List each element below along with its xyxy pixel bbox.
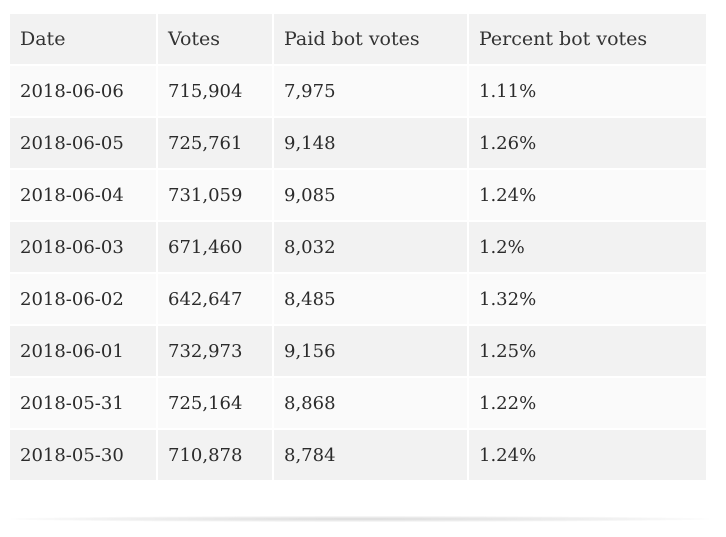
cell-percent-bot-votes: 1.2% [479, 236, 525, 258]
header-date: Date [20, 28, 66, 50]
cell-date: 2018-06-01 [20, 340, 124, 362]
header-row: Date Votes Paid bot votes Percent bot vo… [10, 14, 706, 64]
cell-date: 2018-05-31 [20, 392, 124, 414]
cell-date: 2018-06-03 [20, 236, 124, 258]
cell-date: 2018-06-05 [20, 132, 124, 154]
header-votes: Votes [168, 28, 221, 50]
table-row: 2018-06-05 725,761 9,148 1.26% [10, 118, 706, 168]
cell-percent-bot-votes: 1.22% [479, 392, 537, 414]
votes-table: Date Votes Paid bot votes Percent bot vo… [8, 12, 708, 482]
cell-paid-bot-votes: 7,975 [284, 80, 336, 102]
table-row: 2018-06-04 731,059 9,085 1.24% [10, 170, 706, 220]
table-header: Date Votes Paid bot votes Percent bot vo… [10, 14, 706, 64]
page-shadow [10, 516, 710, 522]
cell-votes: 642,647 [168, 288, 243, 310]
table-row: 2018-05-31 725,164 8,868 1.22% [10, 378, 706, 428]
table-body: 2018-06-06 715,904 7,975 1.11% 2018-06-0… [10, 66, 706, 480]
cell-paid-bot-votes: 9,085 [284, 184, 336, 206]
cell-paid-bot-votes: 8,485 [284, 288, 336, 310]
cell-percent-bot-votes: 1.25% [479, 340, 537, 362]
cell-percent-bot-votes: 1.26% [479, 132, 537, 154]
table-row: 2018-06-06 715,904 7,975 1.11% [10, 66, 706, 116]
cell-paid-bot-votes: 8,868 [284, 392, 336, 414]
cell-percent-bot-votes: 1.24% [479, 184, 537, 206]
cell-date: 2018-06-02 [20, 288, 124, 310]
table-row: 2018-06-01 732,973 9,156 1.25% [10, 326, 706, 376]
cell-votes: 671,460 [168, 236, 243, 258]
cell-date: 2018-06-06 [20, 80, 124, 102]
cell-paid-bot-votes: 8,032 [284, 236, 336, 258]
cell-paid-bot-votes: 9,156 [284, 340, 336, 362]
cell-paid-bot-votes: 9,148 [284, 132, 336, 154]
table-row: 2018-05-30 710,878 8,784 1.24% [10, 430, 706, 480]
cell-votes: 731,059 [168, 184, 243, 206]
cell-paid-bot-votes: 8,784 [284, 444, 336, 466]
cell-date: 2018-06-04 [20, 184, 124, 206]
table-row: 2018-06-02 642,647 8,485 1.32% [10, 274, 706, 324]
cell-percent-bot-votes: 1.11% [479, 80, 537, 102]
cell-votes: 732,973 [168, 340, 243, 362]
cell-percent-bot-votes: 1.24% [479, 444, 537, 466]
cell-percent-bot-votes: 1.32% [479, 288, 537, 310]
cell-date: 2018-05-30 [20, 444, 124, 466]
header-percent-bot-votes: Percent bot votes [479, 28, 648, 50]
header-paid-bot-votes: Paid bot votes [284, 28, 420, 50]
table-row: 2018-06-03 671,460 8,032 1.2% [10, 222, 706, 272]
cell-votes: 725,164 [168, 392, 243, 414]
cell-votes: 725,761 [168, 132, 243, 154]
cell-votes: 715,904 [168, 80, 243, 102]
cell-votes: 710,878 [168, 444, 243, 466]
